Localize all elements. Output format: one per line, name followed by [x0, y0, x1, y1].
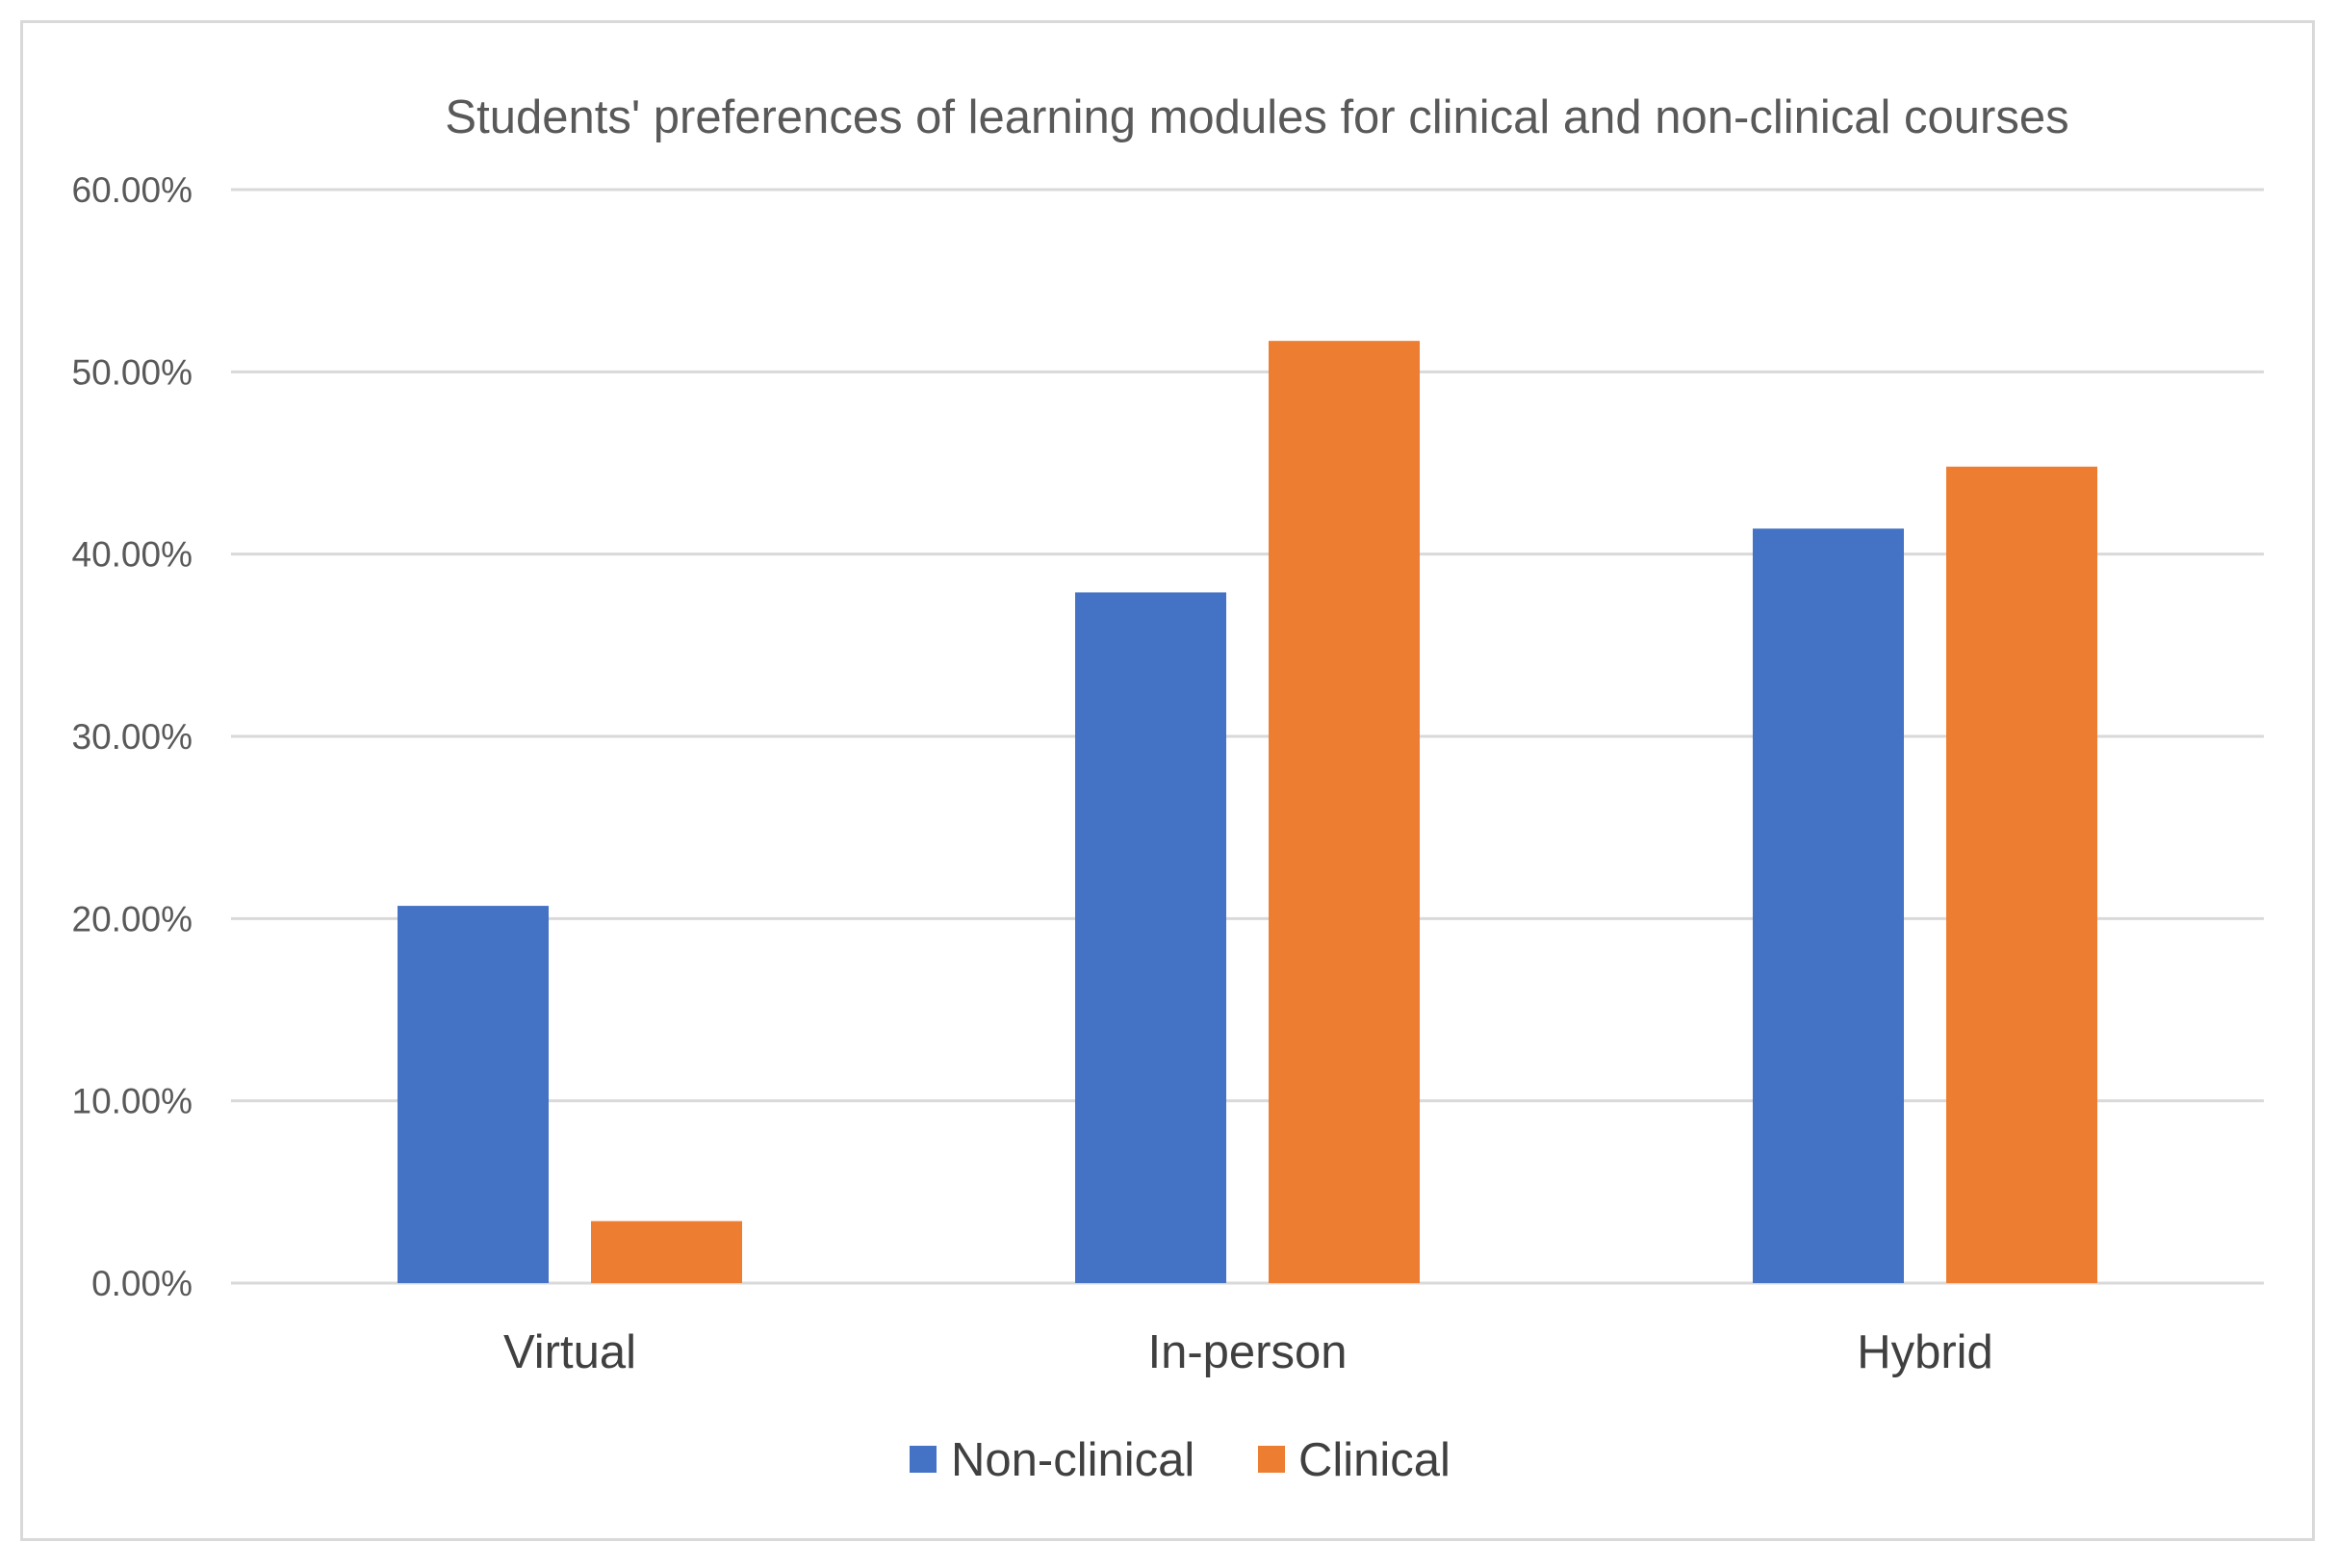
legend: Non-clinical Clinical	[910, 1434, 1451, 1486]
y-axis-ticks: 0.00% 10.00% 20.00% 30.00% 40.00% 50.00% 60.00…	[72, 170, 193, 1303]
legend-label-clinical: Clinical	[1298, 1434, 1451, 1486]
legend-swatch-clinical	[1258, 1446, 1285, 1473]
y-tick-label: 20.00%	[72, 899, 193, 938]
y-tick-label: 30.00%	[72, 717, 193, 757]
y-tick-label: 10.00%	[72, 1082, 193, 1121]
bar-clinical-hybrid	[1946, 466, 2097, 1284]
gridlines	[231, 188, 2264, 1285]
bar-non-clinical-hybrid	[1753, 528, 1904, 1283]
legend-swatch-non-clinical	[910, 1446, 937, 1473]
x-category-label: Hybrid	[1857, 1326, 1993, 1378]
y-tick-label: 60.00%	[72, 170, 193, 210]
x-axis-categories: Virtual In-person Hybrid	[503, 1326, 1993, 1378]
x-category-label: In-person	[1147, 1326, 1347, 1378]
y-tick-label: 0.00%	[91, 1264, 193, 1303]
x-category-label: Virtual	[503, 1326, 636, 1378]
bar-clinical-virtual	[591, 1221, 742, 1283]
bar-non-clinical-in-person	[1075, 592, 1226, 1283]
legend-label-non-clinical: Non-clinical	[951, 1434, 1194, 1486]
y-tick-label: 50.00%	[72, 352, 193, 392]
y-tick-label: 40.00%	[72, 535, 193, 575]
bar-clinical-in-person	[1269, 341, 1420, 1283]
bar-non-clinical-virtual	[398, 906, 549, 1283]
bars	[398, 341, 2097, 1284]
chart-title: Students' preferences of learning module…	[445, 91, 2068, 143]
